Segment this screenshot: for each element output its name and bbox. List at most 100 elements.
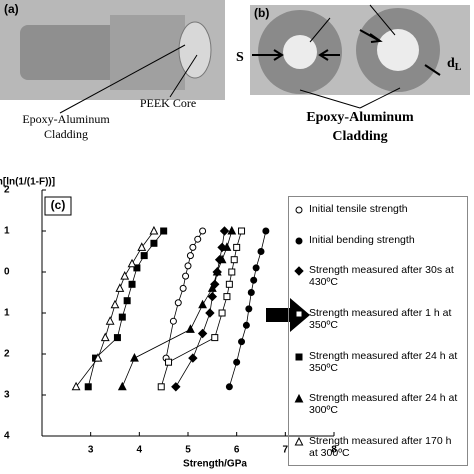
marker	[294, 394, 304, 403]
marker	[233, 358, 241, 366]
marker	[294, 266, 304, 277]
legend-item: Strength measured after 170 h at 300ºC	[293, 435, 463, 459]
marker	[207, 291, 218, 302]
series-line	[228, 230, 267, 387]
panel-label-box	[44, 196, 72, 216]
legend-swatch	[294, 394, 304, 403]
marker	[242, 321, 250, 329]
marker	[165, 358, 173, 366]
marker	[225, 383, 233, 391]
x-tick-label: 3	[88, 445, 94, 456]
marker	[186, 324, 195, 333]
marker	[110, 299, 120, 309]
marker	[105, 316, 115, 325]
x-tick-label: 4	[137, 445, 143, 456]
marker	[127, 258, 137, 268]
legend-item: Initial bending strength	[293, 234, 463, 246]
pointer	[59, 44, 186, 114]
pointer	[299, 87, 401, 109]
x-tick-label: 8	[331, 445, 337, 456]
marker	[149, 225, 159, 235]
y-tick-label: 2	[4, 185, 10, 196]
marker	[137, 242, 147, 251]
arrow	[252, 49, 284, 61]
marker	[250, 276, 258, 284]
marker	[130, 353, 139, 362]
caption: Cladding	[332, 129, 387, 144]
marker	[188, 353, 198, 363]
marker	[186, 252, 194, 260]
marker	[238, 227, 246, 235]
legend-swatch	[295, 237, 303, 245]
marker	[194, 235, 202, 243]
legend-label: Strength measured after 170 h at 300ºC	[309, 434, 452, 459]
thread	[110, 15, 185, 90]
marker	[123, 297, 131, 305]
marker	[247, 289, 255, 296]
caption: Epoxy-Aluminum	[22, 112, 110, 126]
marker	[133, 264, 141, 272]
legend-swatch	[295, 310, 303, 318]
series-line	[165, 230, 203, 359]
arrow	[318, 49, 340, 61]
x-tick-label: 5	[185, 445, 191, 456]
marker	[245, 305, 253, 313]
x-tick-label: 7	[283, 445, 289, 456]
label-s: S	[236, 50, 244, 65]
marker	[262, 227, 270, 235]
y-axis-label: ln[ln(1/(1-F))]	[0, 177, 55, 188]
marker	[295, 310, 303, 318]
panel-label: (c)	[51, 198, 66, 212]
y-tick-label: 1	[4, 308, 10, 319]
x-axis-label: Strength/GPa	[183, 459, 247, 470]
marker	[217, 254, 227, 264]
core	[377, 29, 419, 71]
marker	[238, 338, 246, 346]
marker	[227, 225, 237, 235]
arrow	[424, 64, 441, 76]
label-d: dL	[447, 56, 462, 73]
marker	[169, 317, 177, 325]
marker	[207, 283, 217, 292]
marker	[257, 248, 265, 255]
caption: Cladding	[44, 127, 88, 141]
marker	[150, 239, 158, 247]
marker	[217, 242, 227, 253]
legend-swatch	[294, 266, 304, 277]
legend-label: Strength measured after 24 h at 300ºC	[309, 392, 458, 417]
core	[283, 35, 317, 69]
label-d-main: d	[447, 56, 455, 71]
panel-label: (b)	[254, 6, 269, 20]
marker	[117, 381, 127, 391]
legend-item: Initial tensile strength	[293, 203, 463, 215]
legend: Initial tensile strength Initial bending …	[288, 196, 468, 466]
y-tick-label: 3	[4, 390, 10, 401]
y-tick-label: 0	[4, 267, 10, 278]
marker	[233, 243, 241, 251]
marker	[93, 353, 103, 362]
y-tick-label: 1	[4, 226, 10, 237]
legend-swatch	[295, 353, 303, 361]
marker	[182, 272, 190, 280]
marker	[140, 252, 148, 260]
y-tick-label: 4	[4, 431, 10, 442]
marker	[295, 353, 303, 361]
legend-label: Initial tensile strength	[309, 203, 408, 215]
marker	[118, 313, 126, 321]
marker	[128, 280, 136, 288]
marker	[160, 227, 168, 235]
panel-label: (a)	[4, 2, 19, 16]
marker	[212, 266, 222, 276]
y-tick-label: 2	[4, 349, 10, 360]
legend-label: Initial bending strength	[309, 233, 415, 246]
marker	[84, 383, 92, 391]
series-line	[160, 230, 242, 387]
peek-core	[178, 21, 212, 79]
marker	[197, 328, 208, 339]
legend-label: Strength measured after 24 h at 350ºC	[309, 349, 458, 374]
caption: PEEK Core	[140, 96, 196, 110]
marker	[115, 283, 125, 292]
marker	[199, 227, 207, 235]
